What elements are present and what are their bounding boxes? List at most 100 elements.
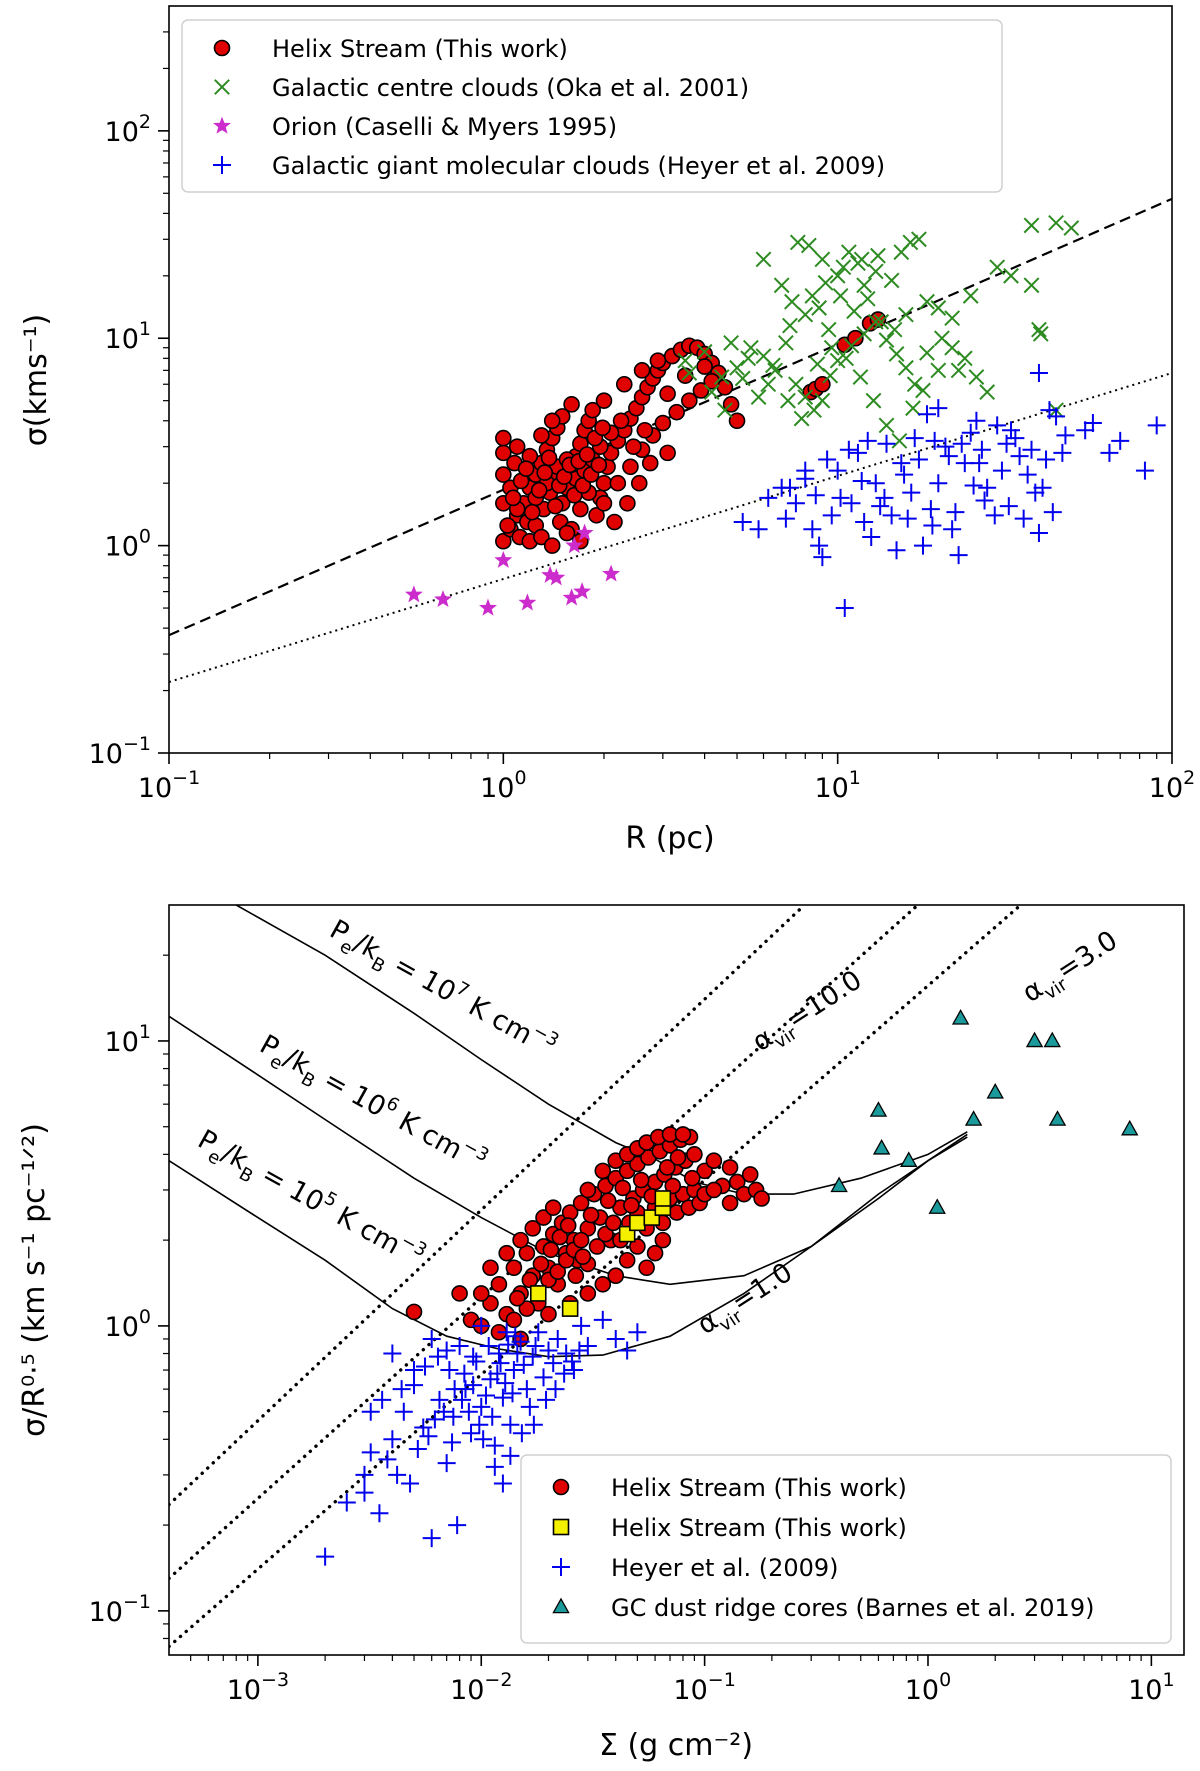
data-point-circle [654, 1231, 672, 1249]
data-point-x [979, 384, 996, 400]
data-point-circle [540, 449, 558, 467]
data-point-plus [383, 1344, 402, 1363]
data-point-circle [646, 1244, 664, 1262]
data-point-circle [518, 1244, 536, 1262]
data-point-triangle [1121, 1119, 1139, 1136]
data-point-x [823, 339, 840, 356]
data-point-plus [985, 506, 1004, 525]
series-layer-1 [316, 1009, 1139, 1566]
data-point-triangle [1043, 1031, 1061, 1048]
data-point-plus [1002, 421, 1021, 440]
tick-exponent: −2 [484, 1669, 512, 1691]
data-point-plus [485, 1457, 504, 1476]
data-point-circle [472, 1285, 490, 1302]
data-point-plus [810, 536, 829, 555]
virial-label: αvir=1.0 [692, 1257, 801, 1346]
tick-base: 10 [105, 324, 139, 355]
tick-exponent: 1 [139, 1021, 151, 1043]
data-point-x [843, 337, 860, 354]
data-point-circle [533, 528, 550, 546]
data-point-plus [628, 1323, 647, 1342]
data-point-circle [630, 474, 648, 492]
data-point-x [797, 306, 814, 323]
legend-marker-circle [213, 39, 231, 57]
data-point-circle [721, 1194, 739, 1212]
legend-label: Helix Stream (This work) [611, 1474, 907, 1502]
data-point-circle [495, 466, 512, 483]
data-point-circle [622, 458, 639, 476]
data-point-plus [422, 1329, 441, 1348]
data-point-circle [594, 1162, 612, 1180]
data-point-plus [1010, 447, 1029, 466]
x-tick-label: 10−1 [673, 1669, 735, 1706]
data-point-star [494, 550, 513, 568]
data-point-x [1023, 217, 1040, 234]
tick-base: 10 [89, 1597, 123, 1628]
data-point-plus [539, 1341, 558, 1360]
data-point-plus [448, 1516, 467, 1535]
data-point-x [822, 367, 839, 384]
data-point-plus [806, 486, 825, 505]
data-point-circle [563, 396, 580, 413]
data-point-circle [595, 392, 613, 409]
data-point-circle [535, 1209, 552, 1226]
data-point-plus [489, 1344, 508, 1363]
data-point-plus [831, 488, 850, 507]
data-point-x [878, 332, 895, 348]
data-point-plus [444, 1407, 463, 1426]
data-point-x [800, 237, 817, 254]
data-point-circle [532, 1255, 550, 1273]
data-point-circle [579, 1285, 597, 1302]
data-point-plus [925, 431, 944, 450]
x-tick-label: 100 [905, 1669, 951, 1706]
data-point-x [906, 376, 923, 393]
data-point-circle [574, 477, 592, 494]
data-point-plus [796, 461, 815, 480]
data-point-plus [476, 1386, 495, 1405]
data-point-plus [570, 1341, 589, 1360]
data-point-plus [488, 1364, 507, 1383]
data-point-square [529, 1285, 547, 1302]
data-point-circle [582, 1206, 600, 1224]
data-point-square [629, 1214, 646, 1232]
data-point-star [479, 598, 497, 616]
data-point-plus [855, 512, 874, 531]
data-point-circle [664, 1177, 682, 1195]
data-point-plus [972, 440, 991, 459]
y-tick-label: 100 [105, 1306, 151, 1343]
data-point-star [565, 536, 584, 554]
pressure-label-part: K cm [456, 987, 538, 1051]
tick-base: 10 [480, 773, 514, 804]
data-point-plus [1147, 416, 1166, 435]
data-point-plus [923, 516, 942, 535]
data-point-x [787, 376, 804, 393]
data-point-plus [871, 497, 890, 516]
y-axis-label: σ(kms⁻¹) [19, 314, 54, 447]
data-point-plus [453, 1390, 472, 1409]
data-point-plus [455, 1364, 474, 1383]
data-point-circle [659, 444, 676, 462]
tick-exponent: 1 [139, 318, 151, 340]
legend-marker-star [213, 116, 231, 134]
data-point-x [681, 365, 698, 381]
data-point-circle [847, 329, 864, 347]
pressure-label: Pe/kB = 107 K cm−3 [322, 911, 563, 1069]
data-point-plus [1047, 407, 1066, 426]
data-point-plus [749, 520, 768, 539]
data-point-plus [501, 1415, 520, 1434]
data-point-x [814, 251, 831, 268]
data-point-plus [882, 506, 901, 525]
tick-base: 10 [138, 773, 172, 804]
data-point-star [575, 523, 594, 541]
data-point-circle [588, 1238, 606, 1255]
data-point-x [867, 263, 884, 280]
data-point-x [852, 369, 869, 385]
data-point-circle [572, 500, 589, 518]
data-point-plus [493, 1474, 512, 1493]
data-point-circle [705, 1152, 723, 1169]
data-point-x [1032, 325, 1049, 342]
data-point-circle [558, 524, 576, 542]
x-axis-label: Σ (g cm⁻²) [599, 1728, 753, 1763]
data-point-circle [633, 362, 651, 379]
data-point-square [561, 1300, 579, 1317]
